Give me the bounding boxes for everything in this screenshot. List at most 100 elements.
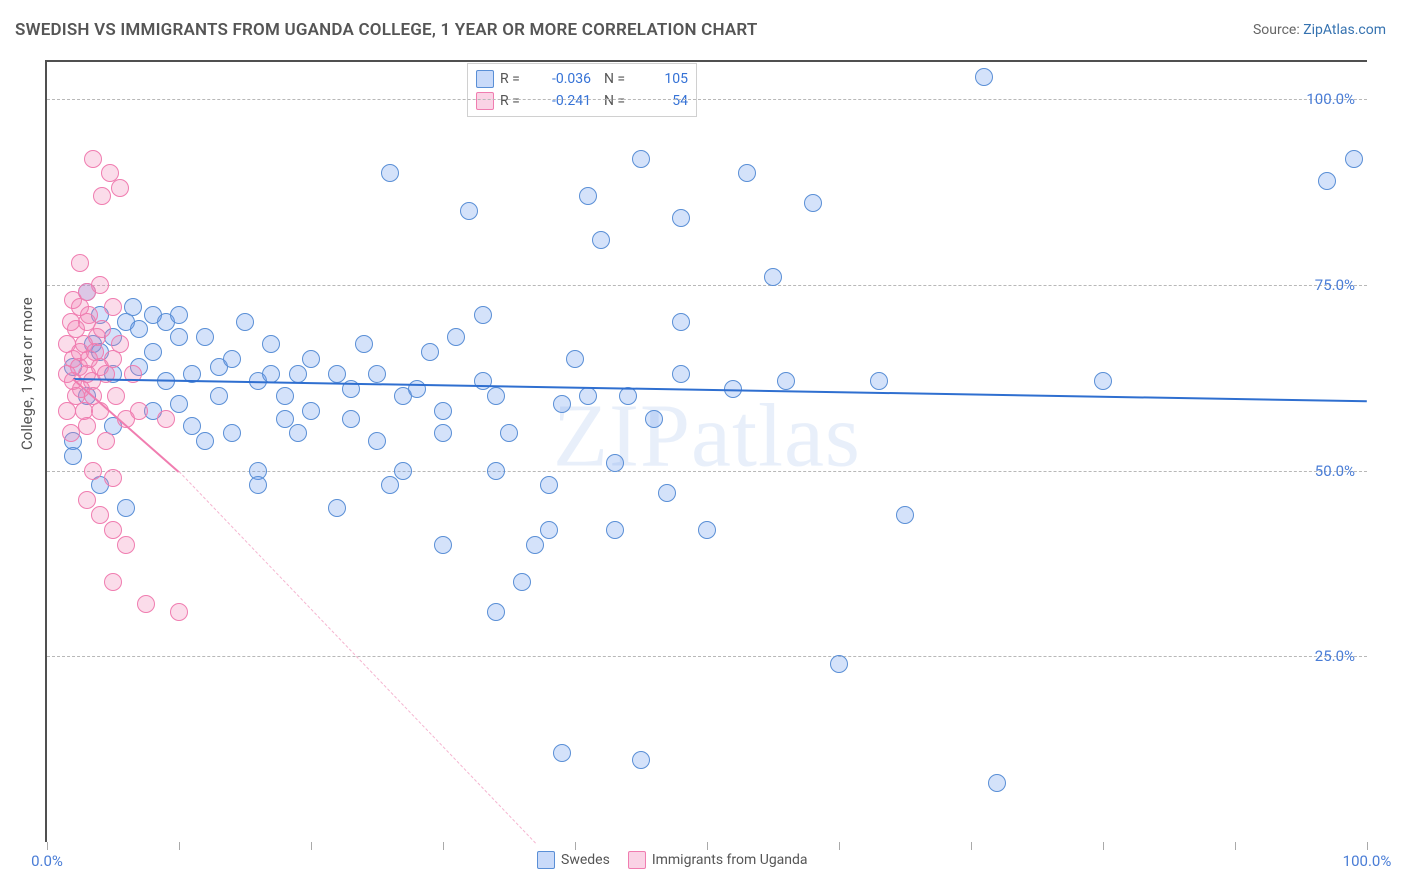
data-point [170, 328, 188, 346]
x-tick-mark [575, 842, 576, 850]
data-point [328, 499, 346, 517]
data-point [117, 536, 135, 554]
y-tick-label: 100.0% [1306, 90, 1355, 108]
swatch-pink [628, 851, 646, 869]
x-tick-label: 100.0% [1343, 852, 1392, 870]
data-point [579, 387, 597, 405]
data-point [130, 402, 148, 420]
data-point [975, 68, 993, 86]
y-axis-label: College, 1 year or more [18, 297, 36, 450]
data-point [421, 343, 439, 361]
data-point [104, 573, 122, 591]
data-point [487, 387, 505, 405]
n-label: N = [597, 68, 627, 90]
data-point [1318, 172, 1336, 190]
data-point [91, 402, 109, 420]
data-point [870, 372, 888, 390]
data-point [91, 506, 109, 524]
data-point [97, 432, 115, 450]
source-prefix: Source: [1253, 22, 1303, 38]
data-point [342, 410, 360, 428]
x-tick-label: 0.0% [31, 852, 63, 870]
data-point [117, 499, 135, 517]
data-point [223, 350, 241, 368]
data-point [658, 484, 676, 502]
data-point [738, 164, 756, 182]
data-point [540, 521, 558, 539]
data-point [78, 417, 96, 435]
data-point [513, 573, 531, 591]
scatter-chart: ZIPatlas R = -0.036 N = 105 R = -0.241 N… [45, 60, 1367, 842]
x-tick-mark [443, 842, 444, 850]
data-point [434, 424, 452, 442]
data-point [447, 328, 465, 346]
legend-label-swedes: Swedes [561, 852, 610, 868]
data-point [137, 595, 155, 613]
data-point [183, 417, 201, 435]
data-point [84, 462, 102, 480]
x-tick-mark [1103, 842, 1104, 850]
data-point [606, 454, 624, 472]
data-point [381, 476, 399, 494]
data-point [104, 469, 122, 487]
legend-label-uganda: Immigrants from Uganda [652, 852, 808, 868]
data-point [93, 320, 111, 338]
data-point [302, 350, 320, 368]
gridline-h [47, 285, 1367, 286]
data-point [289, 424, 307, 442]
n-label: N = [597, 90, 627, 112]
source-link[interactable]: ZipAtlas.com [1303, 22, 1386, 38]
data-point [606, 521, 624, 539]
gridline-h [47, 99, 1367, 100]
source-attribution: Source: ZipAtlas.com [1253, 22, 1386, 38]
x-tick-mark [1235, 842, 1236, 850]
data-point [408, 380, 426, 398]
data-point [91, 276, 109, 294]
data-point [80, 306, 98, 324]
data-point [579, 187, 597, 205]
stats-row-uganda: R = -0.241 N = 54 [476, 90, 688, 112]
data-point [474, 306, 492, 324]
data-point [355, 335, 373, 353]
data-point [276, 387, 294, 405]
data-point [434, 402, 452, 420]
data-point [394, 462, 412, 480]
data-point [104, 521, 122, 539]
data-point [328, 365, 346, 383]
stats-legend: R = -0.036 N = 105 R = -0.241 N = 54 [467, 63, 697, 117]
data-point [434, 536, 452, 554]
data-point [93, 187, 111, 205]
data-point [130, 320, 148, 338]
data-point [262, 365, 280, 383]
data-point [474, 372, 492, 390]
data-point [124, 298, 142, 316]
data-point [170, 395, 188, 413]
data-point [196, 328, 214, 346]
data-point [896, 506, 914, 524]
n-value-uganda: 54 [633, 90, 688, 112]
data-point [500, 424, 518, 442]
x-tick-mark [971, 842, 972, 850]
data-point [487, 462, 505, 480]
data-point [632, 150, 650, 168]
data-point [276, 410, 294, 428]
data-point [830, 655, 848, 673]
data-point [698, 521, 716, 539]
x-tick-mark [1367, 842, 1368, 850]
x-tick-mark [311, 842, 312, 850]
data-point [111, 335, 129, 353]
swatch-blue [476, 70, 494, 88]
data-point [84, 150, 102, 168]
data-point [619, 387, 637, 405]
data-point [381, 164, 399, 182]
trend-line [73, 378, 1367, 402]
data-point [368, 432, 386, 450]
data-point [632, 751, 650, 769]
data-point [1345, 150, 1363, 168]
data-point [111, 179, 129, 197]
watermark: ZIPatlas [553, 385, 861, 488]
data-point [645, 410, 663, 428]
data-point [78, 491, 96, 509]
r-label: R = [500, 68, 530, 90]
data-point [104, 298, 122, 316]
